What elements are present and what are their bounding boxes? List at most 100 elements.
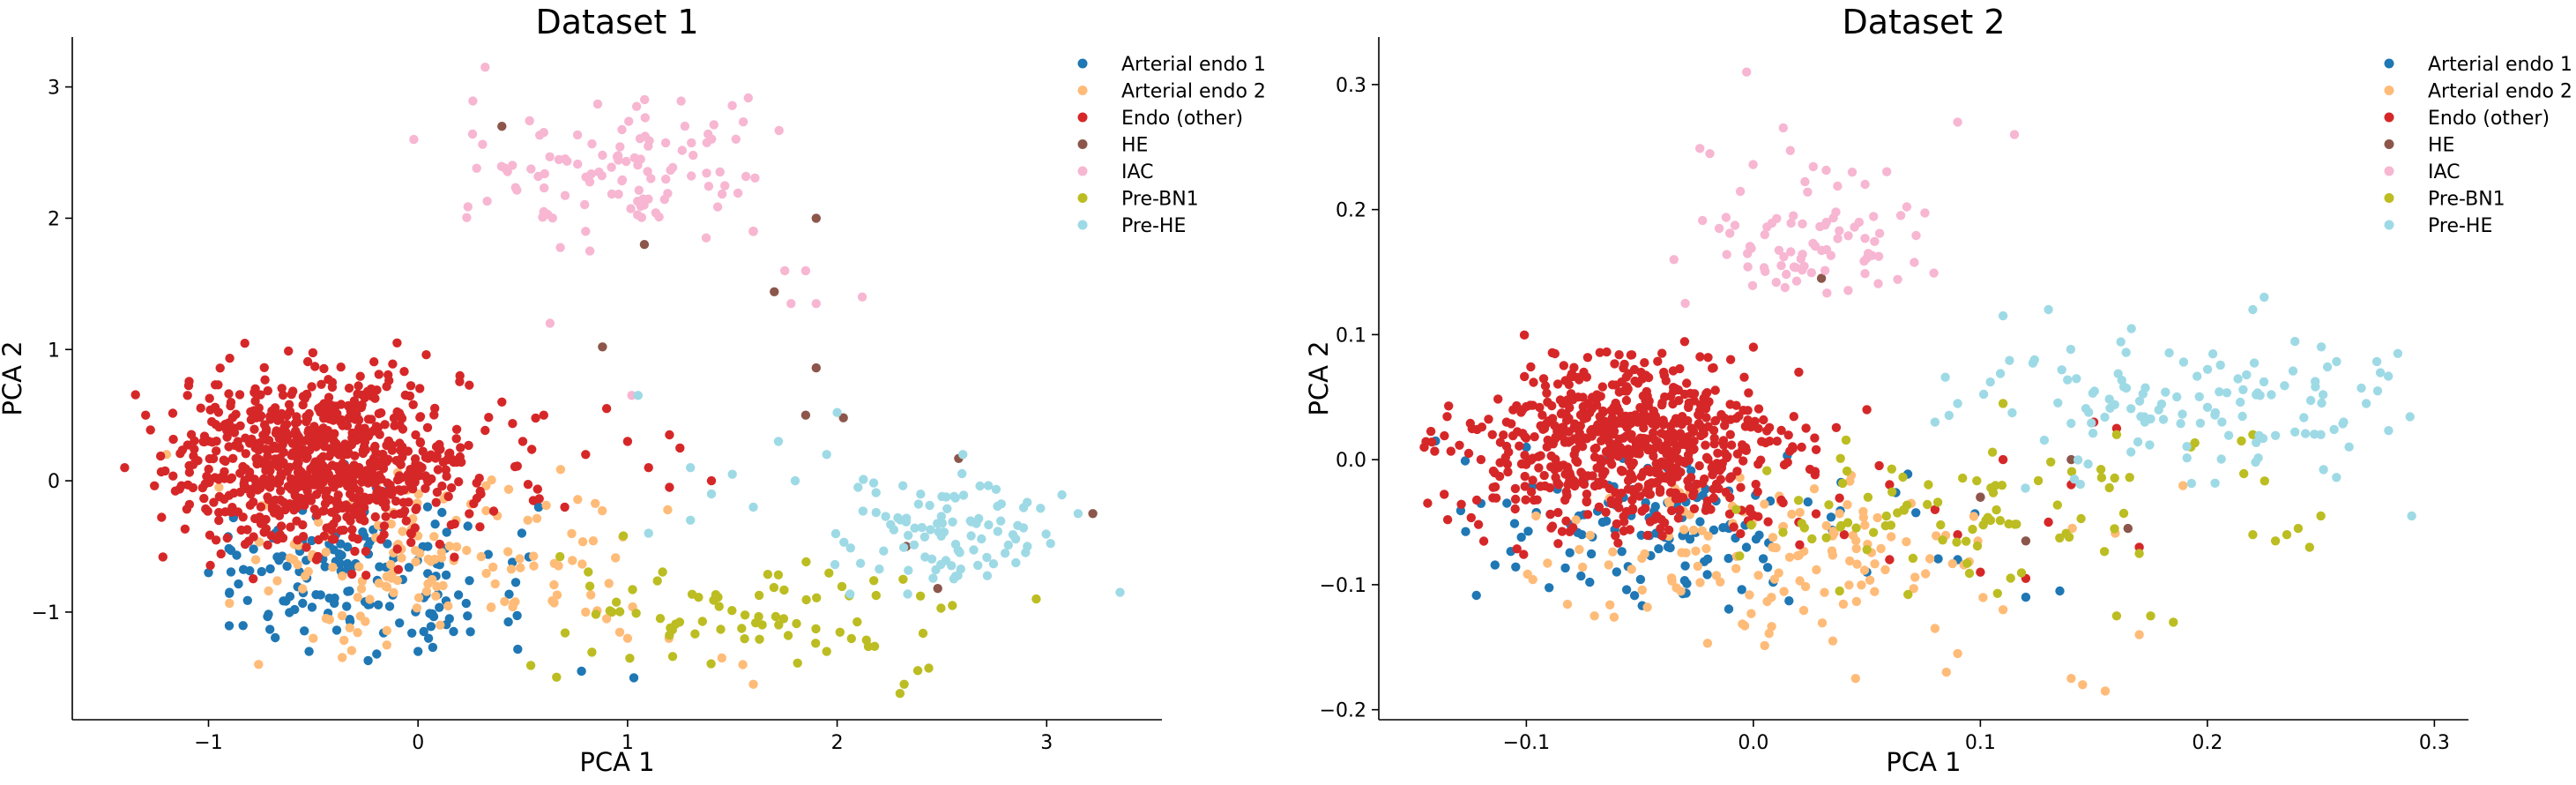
data-point (292, 442, 302, 452)
data-point (948, 601, 957, 610)
data-point (261, 424, 272, 434)
data-point (250, 555, 261, 564)
data-point (254, 445, 264, 455)
data-point (398, 497, 408, 507)
data-point (184, 467, 195, 477)
data-point (457, 457, 466, 467)
data-point (302, 542, 311, 552)
data-point (1860, 269, 1870, 279)
data-point (2066, 418, 2076, 429)
y-tick-label: 0.0 (1336, 450, 1366, 472)
data-point (1714, 483, 1724, 494)
data-point (2356, 383, 2366, 393)
data-point (261, 466, 271, 475)
data-point (1768, 533, 1778, 542)
data-point (1695, 517, 1705, 527)
data-point (1695, 578, 1705, 587)
data-point (235, 468, 245, 478)
data-point (381, 497, 391, 507)
data-point (1609, 612, 1619, 622)
data-point (1637, 374, 1648, 384)
data-point (1619, 359, 1629, 370)
data-point (2384, 426, 2394, 436)
data-point (463, 611, 473, 621)
data-point (909, 540, 919, 550)
data-point (1978, 593, 1988, 602)
data-point (412, 603, 422, 613)
data-point (1578, 562, 1588, 572)
data-point (773, 570, 784, 579)
data-point (966, 531, 976, 541)
data-point (309, 505, 319, 514)
data-point (897, 481, 908, 490)
y-tick-label: −0.2 (1320, 700, 1366, 722)
legend-marker (2384, 112, 2394, 123)
data-point (182, 391, 192, 400)
data-point (607, 189, 617, 199)
data-point (1596, 392, 1605, 401)
data-point (1614, 387, 1625, 397)
data-point (1599, 479, 1609, 489)
data-point (881, 512, 890, 521)
data-point (577, 666, 586, 677)
data-point (224, 442, 234, 452)
data-point (309, 424, 319, 435)
data-point (319, 363, 329, 374)
data-point (552, 590, 562, 600)
data-point (956, 564, 966, 574)
data-point (323, 425, 333, 436)
data-point (311, 475, 321, 485)
data-point (2055, 533, 2065, 543)
data-point (1820, 587, 1829, 597)
data-point (822, 450, 831, 460)
data-point (1684, 482, 1694, 492)
data-point (1519, 550, 1529, 559)
data-point (2311, 377, 2320, 386)
data-point (1540, 381, 1551, 391)
data-point (1444, 401, 1454, 411)
data-point (316, 458, 326, 468)
data-point (982, 571, 993, 580)
data-point (1874, 460, 1884, 471)
data-point (1862, 405, 1872, 415)
data-point (1983, 512, 1993, 522)
data-point (2215, 360, 2225, 370)
data-point (478, 139, 488, 149)
data-point (304, 647, 314, 656)
data-point (300, 626, 309, 636)
data-point (435, 439, 444, 450)
data-point (404, 563, 414, 572)
data-point (1933, 554, 1943, 564)
data-point (1516, 532, 1526, 542)
data-point (1886, 520, 1896, 530)
data-point (309, 633, 318, 643)
data-point (1057, 490, 1067, 500)
data-point (1605, 457, 1615, 467)
data-point (360, 392, 369, 403)
data-point (1701, 440, 1710, 450)
data-point (720, 181, 730, 191)
data-point (1543, 558, 1552, 568)
data-point (374, 579, 384, 588)
data-point (1642, 530, 1653, 541)
data-point (240, 339, 249, 348)
data-point (1484, 415, 1493, 424)
data-point (1811, 509, 1821, 519)
data-point (2318, 390, 2328, 400)
data-point (431, 591, 441, 601)
data-point (183, 381, 194, 391)
data-point (321, 547, 331, 557)
data-point (476, 489, 486, 499)
data-point (408, 400, 418, 409)
data-point (487, 602, 496, 612)
data-point (686, 463, 696, 473)
data-point (302, 389, 312, 400)
data-point (415, 412, 426, 422)
data-point (1597, 436, 1606, 445)
data-point (435, 602, 444, 612)
data-point (2237, 436, 2246, 446)
data-point (1857, 580, 1866, 590)
data-point (383, 539, 392, 549)
